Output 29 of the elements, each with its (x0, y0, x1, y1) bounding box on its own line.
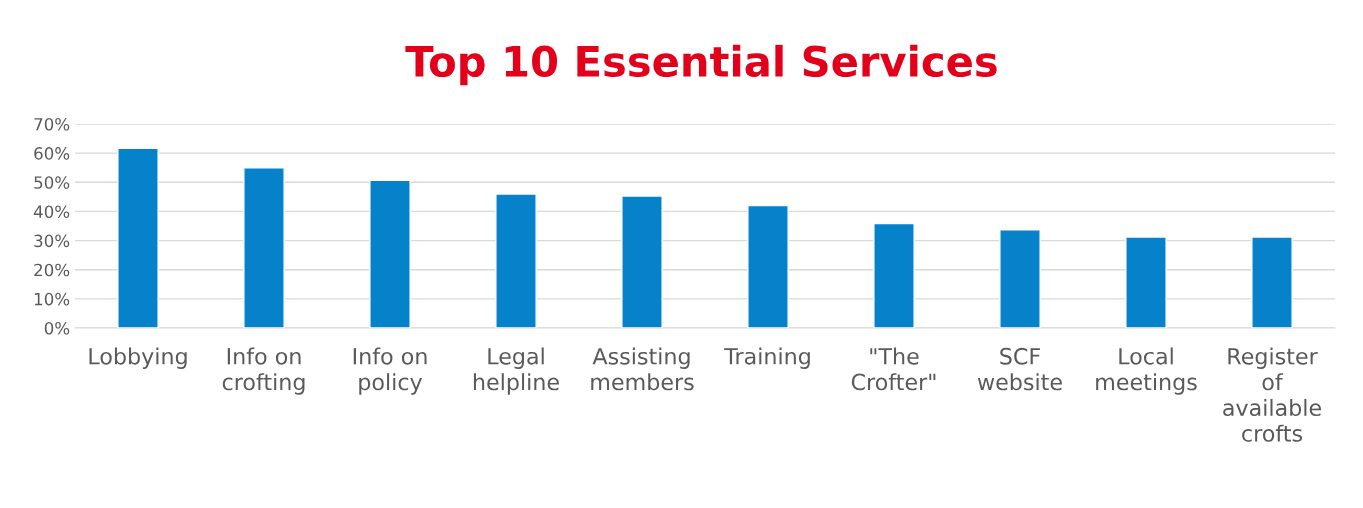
x-tick-label: Legal helpline (473, 347, 559, 395)
chart-title: Top 10 Essential Services (405, 44, 997, 86)
y-tick-label: 10% (34, 292, 70, 306)
y-tick-label: 60% (34, 147, 70, 160)
bar (999, 229, 1041, 328)
y-tick-label: 70% (34, 117, 70, 131)
y-tick-label: 0% (44, 321, 70, 335)
bar (495, 193, 537, 328)
x-tick-label: Local meetings (1096, 347, 1197, 395)
bar (243, 167, 285, 328)
x-tick-label: Lobbying (89, 347, 187, 369)
x-tick-label: Info on policy (353, 347, 427, 395)
x-tick-label: Training (724, 347, 810, 369)
y-tick-label: 40% (33, 205, 70, 218)
y-tick-label: 20% (34, 263, 70, 277)
x-tick-label: "The Crofter" (851, 347, 936, 391)
x-tick-label: Info on crofting (222, 347, 305, 395)
y-tick-label: 30% (34, 234, 70, 248)
x-tick-label: Register of available crofts (1223, 347, 1321, 442)
x-tick-label: Assisting members (591, 347, 694, 391)
bar (117, 147, 159, 328)
x-tick-label: SCF website (977, 347, 1062, 391)
bar (873, 222, 915, 328)
y-tick-label: 50% (34, 176, 70, 189)
bar (747, 204, 789, 328)
bar (1125, 236, 1167, 328)
bar (1251, 236, 1293, 328)
bar (369, 179, 411, 328)
bar (621, 195, 663, 328)
